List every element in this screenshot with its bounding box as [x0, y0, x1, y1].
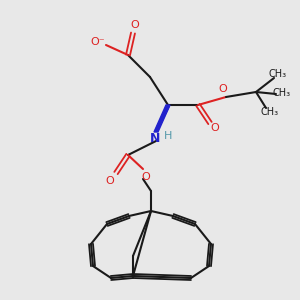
Text: CH₃: CH₃	[273, 88, 291, 98]
Text: H: H	[164, 131, 172, 141]
Text: O: O	[130, 20, 140, 30]
Polygon shape	[154, 105, 170, 132]
Text: O⁻: O⁻	[91, 37, 105, 47]
Text: O: O	[142, 172, 150, 182]
Text: N: N	[150, 131, 160, 145]
Polygon shape	[155, 107, 169, 131]
Text: CH₃: CH₃	[269, 69, 287, 79]
Text: CH₃: CH₃	[261, 107, 279, 117]
Text: O: O	[211, 123, 219, 133]
Text: O: O	[106, 176, 114, 186]
Text: O: O	[219, 84, 227, 94]
